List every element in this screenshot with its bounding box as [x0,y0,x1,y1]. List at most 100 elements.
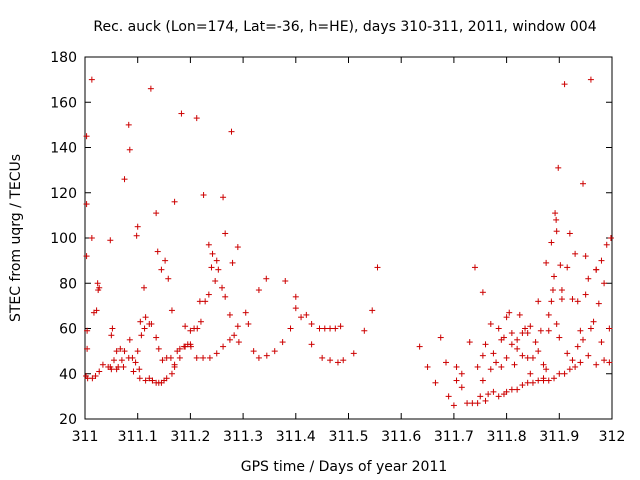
data-point [587,325,594,332]
data-point [193,354,200,361]
data-point [308,341,315,348]
x-tick-label: 311.8 [487,429,527,445]
data-point [607,235,614,241]
data-point [155,345,162,352]
data-point [558,287,565,294]
data-point [200,192,207,199]
x-tick-label: 311.9 [539,429,579,445]
data-point [148,320,155,327]
data-point [107,237,114,244]
data-point [442,359,449,366]
data-point [200,354,207,361]
data-point [458,384,465,391]
data-point [136,375,143,382]
data-point [142,377,149,384]
data-point [159,357,166,364]
data-point [132,359,139,366]
data-point [464,400,471,407]
data-point [503,354,510,361]
data-point [561,370,568,377]
data-point [350,350,357,357]
data-point [321,325,328,332]
data-point [153,334,160,341]
data-point [569,357,576,364]
x-axis-label: GPS time / Days of year 2011 [241,459,448,475]
data-point [141,284,148,291]
data-point [96,284,103,291]
data-point [120,363,127,370]
data-point [474,400,481,407]
data-point [228,128,235,135]
data-point [540,361,547,368]
data-point [184,341,191,348]
data-point [125,121,132,128]
data-point [88,235,95,241]
x-tick-label: 311.7 [434,429,474,445]
data-point [552,210,559,217]
data-point [482,341,489,348]
data-point [580,336,587,343]
data-point [197,318,204,325]
data-point [234,323,241,330]
data-point [162,257,169,264]
data-point [498,336,505,343]
axis-ticks: 311 311.1 311.2 311.3 311.4 311.5 311.6 311.7 31… [50,50,625,445]
data-point [490,350,497,357]
data-point [146,375,153,382]
data-point [303,311,310,318]
y-axis-label: STEC from uqrg / TECUs [8,154,24,322]
data-point [529,379,536,386]
x-tick-label: 311.3 [223,429,263,445]
data-point [506,309,513,316]
data-point [482,397,489,404]
data-point [187,343,194,350]
data-point [108,332,115,339]
data-point [196,298,203,305]
data-point [83,133,90,140]
data-point [519,382,526,389]
data-point [543,259,550,266]
y-tick-label: 160 [50,95,77,111]
data-point [503,314,510,321]
data-point [89,375,96,382]
y-tick-label: 120 [50,186,77,202]
data-point [551,375,558,382]
data-point [361,327,368,334]
x-tick-label: 311.6 [381,429,421,445]
data-point [113,366,120,373]
data-point [292,305,299,312]
data-point [134,223,141,230]
data-point [130,368,137,375]
x-tick-label: 312 [599,429,626,445]
data-point [453,363,460,370]
data-point [537,327,544,334]
data-point [543,366,550,373]
data-point [245,320,252,327]
data-point [474,363,481,370]
data-point [487,320,494,327]
data-point [493,359,500,366]
x-tick-label: 311.2 [170,429,210,445]
data-point [585,352,592,359]
data-point [133,232,140,239]
data-point [231,332,238,339]
x-tick-label: 311.5 [328,429,368,445]
data-point [92,373,99,380]
data-point [332,325,339,332]
data-point [126,146,133,153]
data-point [540,375,547,382]
data-point [226,336,233,343]
data-point [308,320,315,327]
data-point [424,363,431,370]
data-point [141,325,148,332]
data-point [171,198,178,205]
data-point [121,176,128,183]
data-point [514,345,521,352]
data-point [222,230,229,237]
y-tick-label: 180 [50,50,77,66]
data-point [96,368,103,375]
data-point [485,391,492,398]
data-point [603,241,610,248]
data-point [553,228,560,235]
data-point [445,393,452,400]
